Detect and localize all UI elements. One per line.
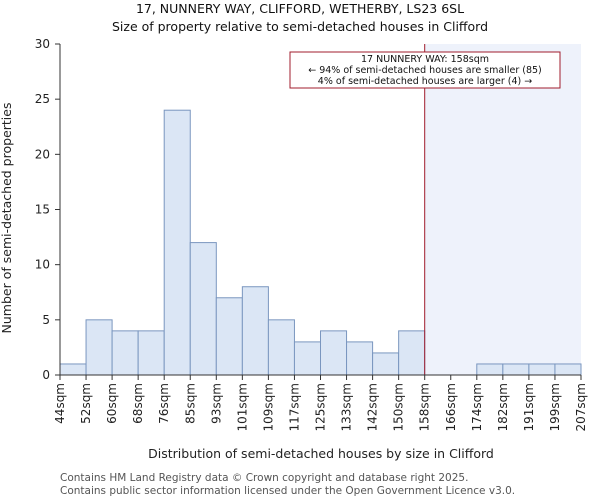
bar-182sqm — [502, 363, 530, 376]
bars-group — [59, 109, 582, 376]
y-tick-label-15: 15 — [35, 203, 50, 217]
y-axis-label: Number of semi-detached properties — [0, 103, 14, 334]
annotation-box — [289, 51, 561, 89]
x-tick-label-182sqm: 182sqm — [496, 383, 510, 431]
y-tick-label-25: 25 — [35, 92, 50, 106]
x-tick-label-174sqm: 174sqm — [470, 383, 484, 431]
x-axis-label: Distribution of semi-detached houses by … — [148, 446, 494, 461]
bar-191sqm — [528, 363, 556, 376]
y-tick-label-5: 5 — [42, 313, 50, 327]
x-tick-label-133sqm: 133sqm — [340, 383, 354, 431]
x-tick-label-199sqm: 199sqm — [548, 383, 562, 431]
larger-properties-region — [424, 44, 581, 375]
x-tick-label-93sqm: 93sqm — [209, 383, 223, 424]
x-tick-label-150sqm: 150sqm — [392, 383, 406, 431]
bar-60sqm — [111, 330, 139, 376]
x-tick-label-158sqm: 158sqm — [418, 383, 432, 431]
bar-85sqm — [189, 242, 217, 376]
bar-117sqm — [293, 341, 322, 376]
chart-title-line1: 17, NUNNERY WAY, CLIFFORD, WETHERBY, LS2… — [136, 1, 464, 16]
y-tick-label-10: 10 — [35, 258, 50, 272]
y-tick-label-0: 0 — [42, 368, 50, 382]
x-tick-label-109sqm: 109sqm — [261, 383, 275, 431]
x-tick-label-117sqm: 117sqm — [287, 383, 301, 431]
bar-142sqm — [372, 352, 400, 376]
bar-52sqm — [85, 319, 113, 376]
bar-199sqm — [554, 363, 582, 376]
chart-title-line2: Size of property relative to semi-detach… — [112, 19, 488, 34]
x-tick-label-101sqm: 101sqm — [235, 383, 249, 431]
y-tick-label-30: 30 — [35, 37, 50, 51]
footer-line2: Contains public sector information licen… — [60, 485, 515, 497]
bar-44sqm — [59, 363, 87, 376]
annotation-line2: ← 94% of semi-detached houses are smalle… — [308, 65, 542, 76]
x-ticks: 44sqm 52sqm 60sqm 68sqm 76sqm 85sqm 93sqm 101sq… — [53, 375, 588, 431]
x-tick-label-142sqm: 142sqm — [366, 383, 380, 431]
bar-93sqm — [215, 297, 243, 376]
bar-68sqm — [137, 330, 165, 376]
x-tick-label-166sqm: 166sqm — [444, 383, 458, 431]
bar-133sqm — [346, 341, 374, 376]
bar-109sqm — [267, 319, 295, 376]
bar-76sqm — [163, 109, 191, 376]
bar-101sqm — [241, 286, 269, 376]
annotation-line1: 17 NUNNERY WAY: 158sqm — [361, 54, 489, 65]
bar-125sqm — [320, 330, 348, 376]
footer-line1: Contains HM Land Registry data © Crown c… — [60, 472, 468, 484]
bar-174sqm — [476, 363, 504, 376]
y-tick-label-20: 20 — [35, 147, 50, 161]
x-tick-label-52sqm: 52sqm — [79, 383, 93, 424]
bar-150sqm — [398, 330, 426, 376]
x-tick-label-125sqm: 125sqm — [314, 383, 328, 431]
y-ticks: 0 5 10 15 20 25 30 — [35, 37, 60, 382]
x-tick-label-85sqm: 85sqm — [183, 383, 197, 424]
x-tick-label-44sqm: 44sqm — [53, 383, 67, 424]
x-tick-label-191sqm: 191sqm — [522, 383, 536, 431]
x-tick-label-68sqm: 68sqm — [131, 383, 145, 424]
x-tick-label-207sqm: 207sqm — [574, 383, 588, 431]
annotation-line3: 4% of semi-detached houses are larger (4… — [318, 76, 532, 87]
x-tick-label-76sqm: 76sqm — [157, 383, 171, 424]
x-tick-label-60sqm: 60sqm — [105, 383, 119, 424]
